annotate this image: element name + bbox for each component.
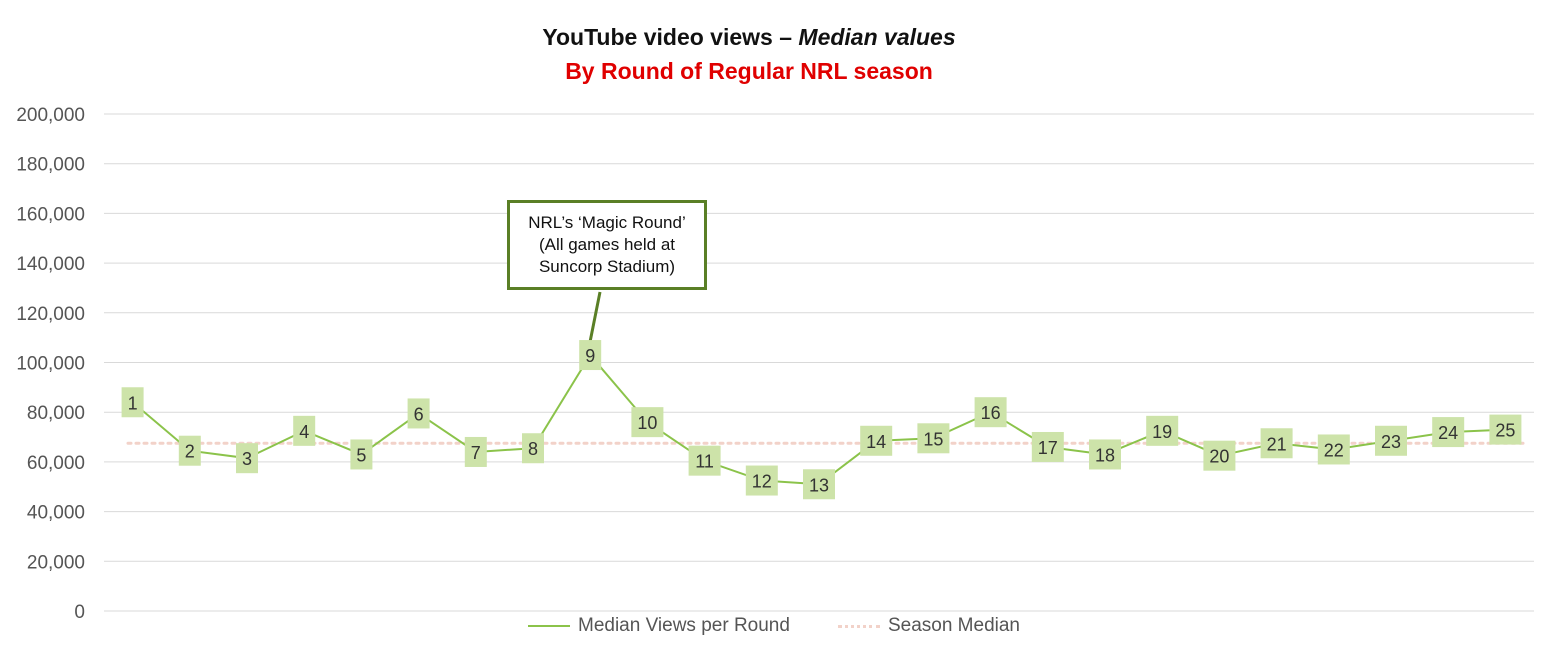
data-point-label: 3 — [242, 449, 252, 469]
data-point-marker — [1489, 414, 1522, 445]
data-point-marker — [745, 465, 778, 496]
data-point-label: 25 — [1495, 421, 1515, 441]
data-point-marker — [1146, 415, 1179, 446]
magic-round-callout: NRL’s ‘Magic Round’ (All games held at S… — [507, 200, 707, 290]
data-point-label: 2 — [185, 442, 195, 462]
data-point-label: 24 — [1438, 423, 1458, 443]
data-point-marker — [236, 443, 258, 474]
chart-title-text: YouTube video views – — [542, 24, 799, 50]
y-tick-label: 160,000 — [16, 204, 85, 225]
data-point-marker — [350, 439, 373, 470]
data-point-label: 16 — [981, 403, 1001, 423]
y-tick-label: 20,000 — [27, 552, 85, 573]
chart-subtitle: By Round of Regular NRL season — [565, 58, 933, 84]
data-point-marker — [1317, 434, 1350, 465]
data-point-label: 23 — [1381, 432, 1401, 452]
y-tick-label: 140,000 — [16, 254, 85, 275]
data-point-label: 4 — [299, 422, 309, 442]
data-point-marker — [1432, 417, 1465, 448]
legend-swatch-dotted — [837, 624, 880, 628]
data-point-marker — [1089, 439, 1121, 470]
data-point-marker — [860, 425, 893, 456]
data-point-label: 22 — [1324, 440, 1344, 460]
y-tick-label: 100,000 — [16, 354, 85, 375]
callout-line-3: Suncorp Stadium) — [538, 257, 676, 276]
callout-line-2: (All games held at — [538, 235, 676, 254]
data-point-marker — [917, 423, 950, 454]
data-point-label: 21 — [1267, 434, 1287, 454]
y-tick-label: 80,000 — [27, 403, 85, 424]
legend-swatch-solid — [528, 625, 570, 627]
data-point-label: 10 — [637, 413, 657, 433]
data-point-label: 11 — [695, 452, 714, 472]
y-tick-label: 120,000 — [16, 304, 85, 325]
chart-title: YouTube video views – Median values — [0, 24, 1498, 51]
callout-line-1: NRL’s ‘Magic Round’ — [528, 213, 686, 232]
legend-label-median-views: Median Views per Round — [578, 615, 790, 636]
data-point-label: 19 — [1152, 422, 1172, 442]
chart-title-italic: Median values — [798, 24, 956, 50]
data-point-label: 12 — [752, 472, 772, 492]
data-point-marker — [293, 415, 316, 446]
data-point-label: 9 — [585, 346, 595, 366]
data-point-marker — [803, 469, 835, 500]
y-tick-label: 180,000 — [16, 155, 85, 176]
data-point-marker — [121, 387, 144, 418]
data-point-marker — [1260, 428, 1293, 459]
data-point-label: 15 — [923, 429, 943, 449]
y-tick-label: 200,000 — [16, 105, 85, 126]
data-point-marker — [1375, 425, 1407, 456]
y-tick-label: 60,000 — [27, 453, 85, 474]
data-point-marker — [522, 433, 544, 464]
data-point-marker — [1031, 431, 1064, 462]
callout-connector — [588, 291, 602, 342]
data-point-marker — [178, 435, 201, 466]
data-point-label: 18 — [1095, 445, 1115, 465]
legend-item-season-median[interactable]: Season Median — [837, 615, 1020, 637]
data-point-marker — [631, 407, 664, 438]
data-point-marker — [974, 397, 1007, 428]
data-point-label: 14 — [866, 432, 886, 452]
data-point-marker — [407, 398, 430, 429]
data-point-label: 7 — [471, 443, 481, 463]
data-point-marker — [1203, 440, 1236, 471]
median-views-line — [131, 353, 1506, 486]
legend-item-median-views[interactable]: Median Views per Round — [528, 615, 790, 637]
data-point-label: 13 — [809, 475, 829, 495]
data-point-label: 17 — [1038, 438, 1058, 458]
data-point-marker — [579, 340, 602, 371]
y-tick-label: 0 — [74, 602, 85, 623]
data-point-label: 6 — [414, 404, 424, 424]
legend: Median Views per Round Season Median — [0, 615, 1548, 637]
legend-label-season-median: Season Median — [887, 615, 1020, 636]
data-point-label: 5 — [356, 445, 366, 465]
data-point-marker — [688, 445, 721, 476]
data-point-label: 1 — [128, 393, 138, 413]
data-point-marker — [464, 436, 487, 467]
y-tick-label: 40,000 — [27, 503, 85, 524]
data-point-label: 20 — [1209, 447, 1229, 467]
data-point-label: 8 — [528, 439, 538, 459]
